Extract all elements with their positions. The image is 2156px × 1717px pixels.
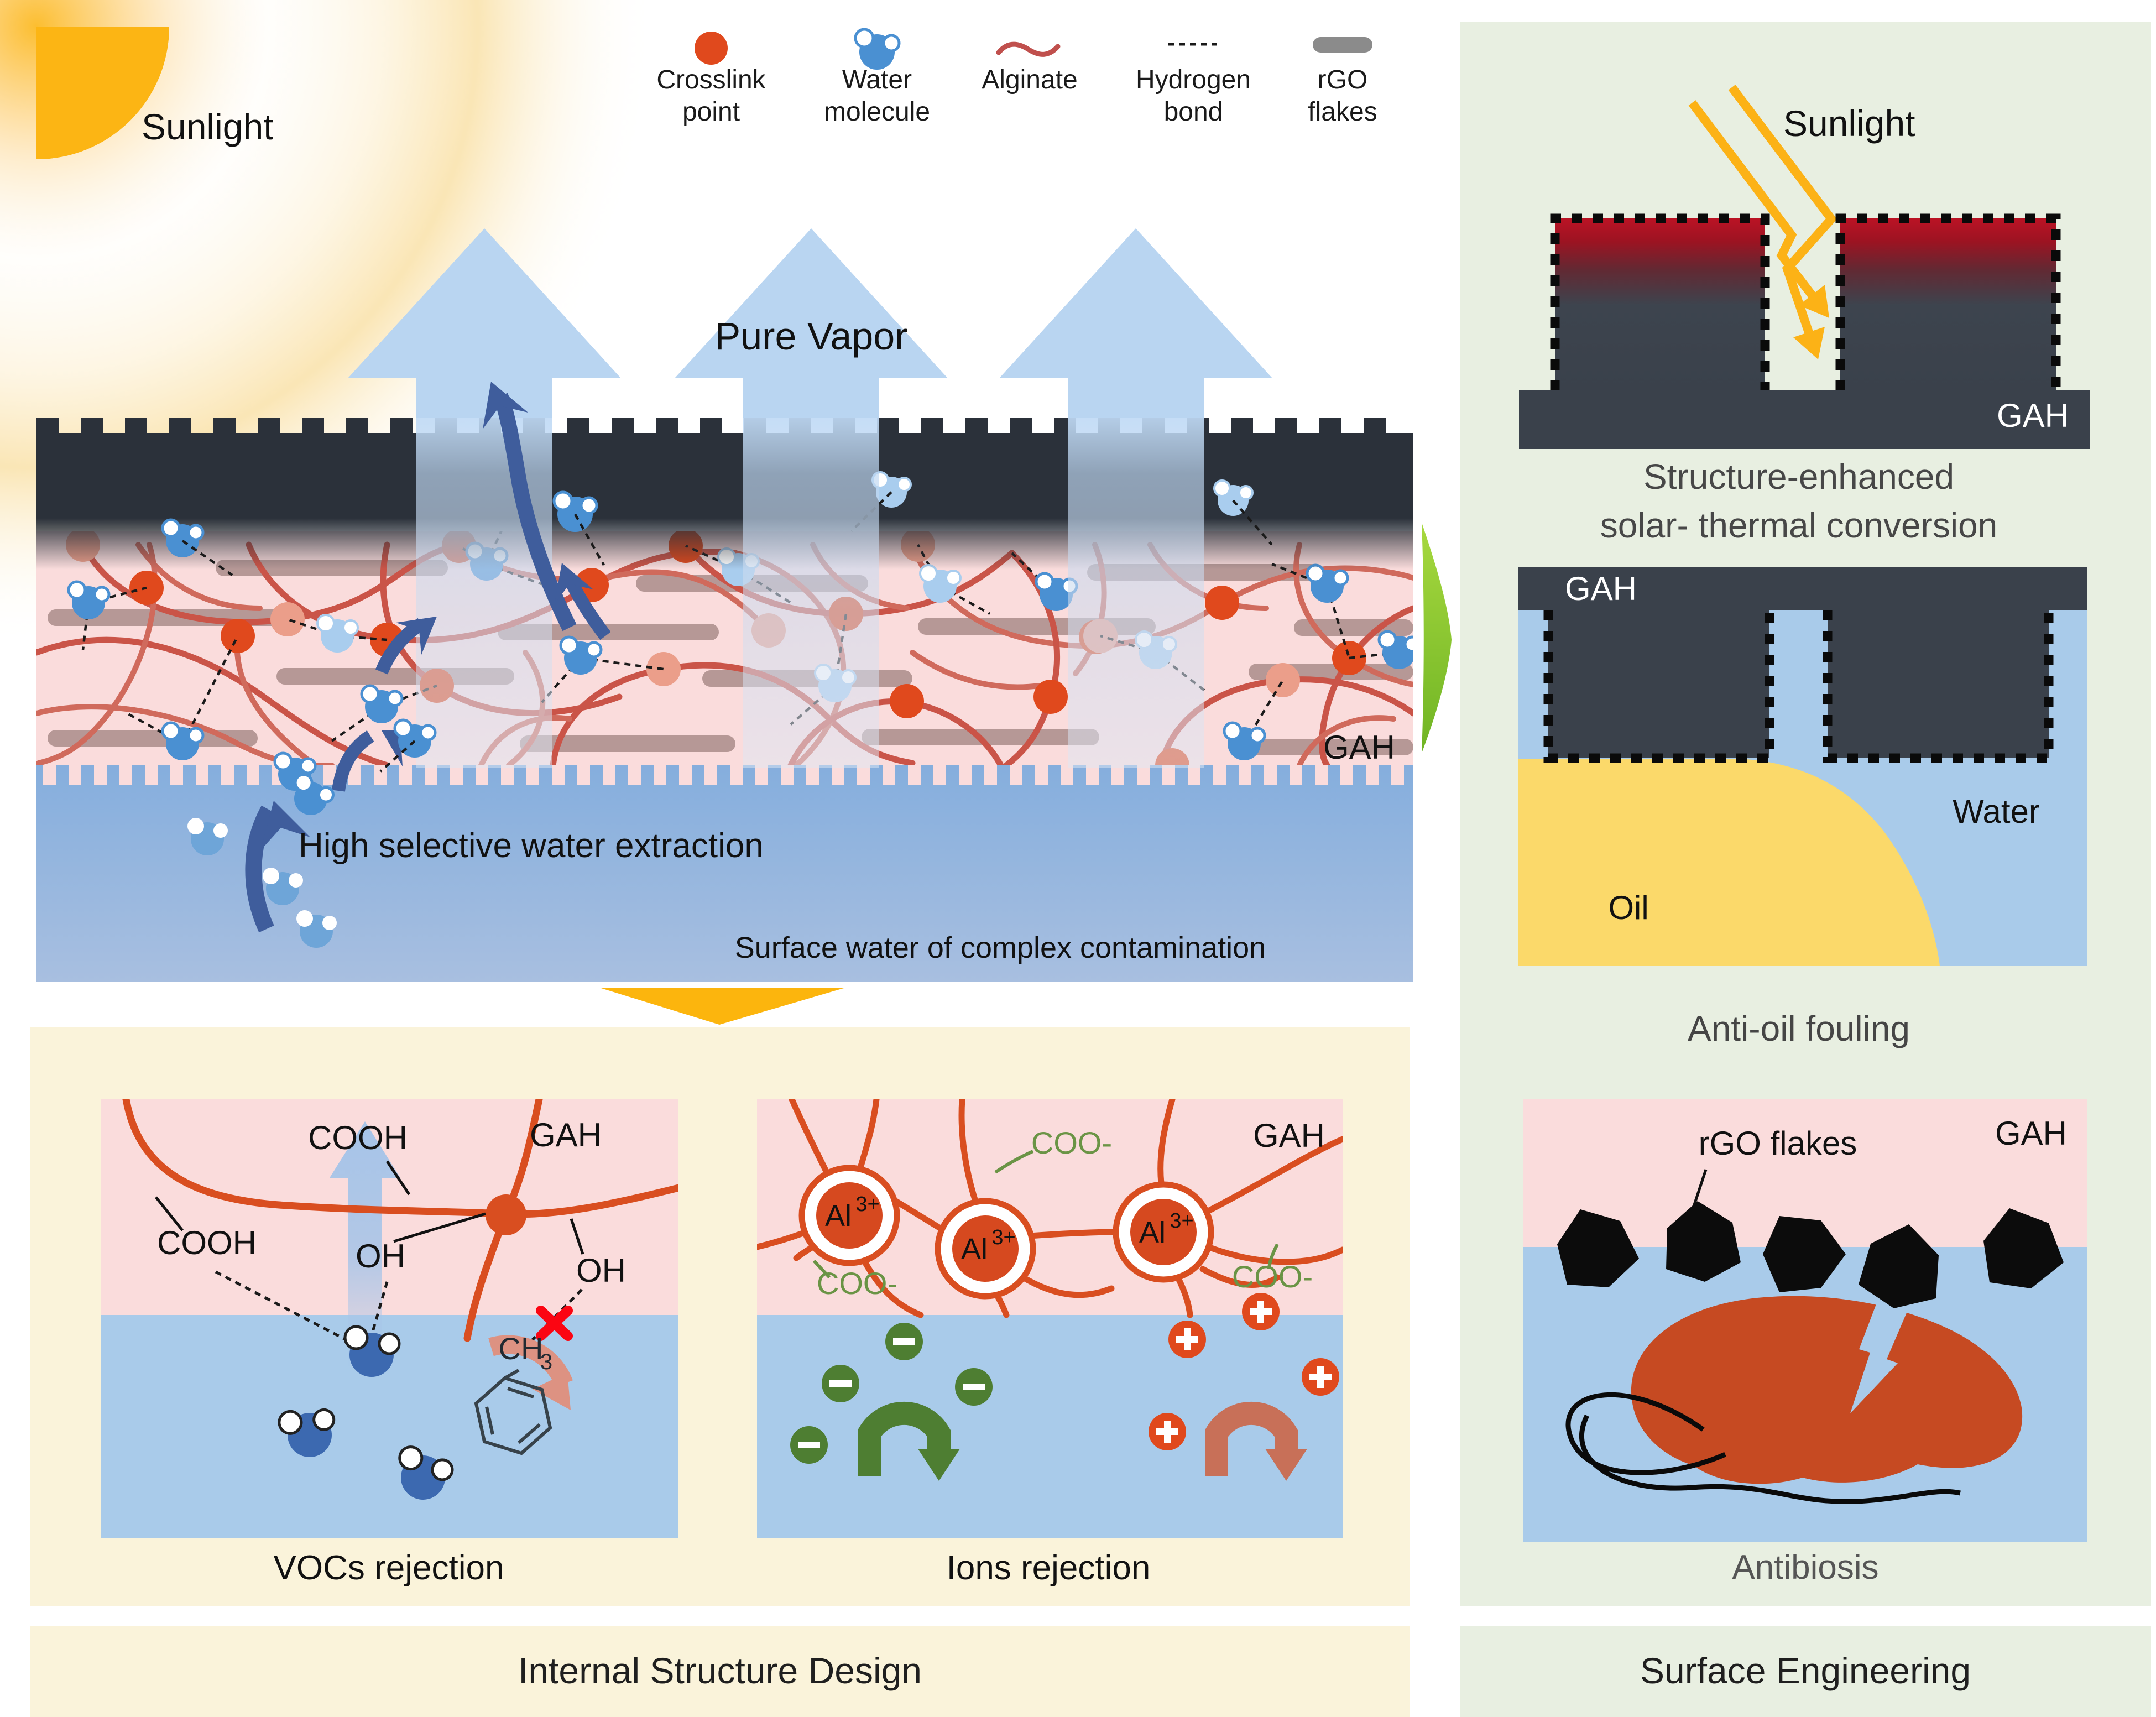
svg-text:3+: 3+ (991, 1226, 1015, 1249)
svg-text:point: point (682, 97, 740, 127)
svg-text:solar- thermal conversion: solar- thermal conversion (1600, 505, 1998, 545)
svg-text:COO-: COO- (1031, 1125, 1112, 1160)
svg-text:COO-: COO- (817, 1266, 897, 1301)
svg-text:rGO flakes: rGO flakes (1699, 1125, 1857, 1162)
svg-text:Sunlight: Sunlight (142, 106, 274, 147)
svg-text:Water: Water (842, 65, 912, 95)
svg-text:3: 3 (540, 1350, 552, 1374)
svg-text:3+: 3+ (1170, 1209, 1193, 1233)
svg-text:Hydrogen: Hydrogen (1136, 65, 1251, 95)
svg-text:GAH: GAH (1565, 570, 1637, 607)
svg-text:Al: Al (1139, 1216, 1166, 1249)
svg-text:COO-: COO- (1232, 1259, 1313, 1294)
svg-text:Al: Al (961, 1233, 988, 1266)
svg-text:Al: Al (825, 1199, 852, 1233)
svg-text:flakes: flakes (1308, 97, 1377, 127)
svg-text:Crosslink: Crosslink (656, 65, 766, 95)
svg-text:High selective water extractio: High selective water extraction (299, 827, 764, 865)
svg-text:GAH: GAH (1995, 1115, 2067, 1152)
svg-text:rGO: rGO (1318, 65, 1368, 95)
svg-text:Antibiosis: Antibiosis (1732, 1548, 1878, 1586)
svg-text:Alginate: Alginate (982, 65, 1077, 95)
svg-text:CH: CH (499, 1331, 544, 1366)
svg-text:GAH: GAH (1997, 397, 2069, 434)
svg-text:Anti-oil fouling: Anti-oil fouling (1688, 1009, 1910, 1048)
svg-text:OH: OH (356, 1238, 405, 1275)
svg-text:GAH: GAH (530, 1116, 602, 1154)
svg-text:GAH: GAH (1323, 729, 1395, 766)
svg-text:Oil: Oil (1608, 889, 1648, 926)
svg-text:Surface water of complex conta: Surface water of complex contamination (735, 931, 1266, 964)
svg-text:COOH: COOH (157, 1224, 257, 1261)
svg-text:Sunlight: Sunlight (1783, 103, 1915, 144)
svg-text:bond: bond (1164, 97, 1223, 127)
svg-text:3+: 3+ (855, 1193, 879, 1216)
svg-text:COOH: COOH (308, 1119, 408, 1156)
svg-text:molecule: molecule (824, 97, 930, 127)
svg-text:Surface Engineering: Surface Engineering (1640, 1650, 1971, 1691)
svg-text:Internal Structure Design: Internal Structure Design (518, 1650, 922, 1691)
svg-text:Structure-enhanced: Structure-enhanced (1643, 457, 1954, 497)
svg-text:Ions rejection: Ions rejection (947, 1549, 1151, 1587)
svg-text:VOCs rejection: VOCs rejection (274, 1549, 504, 1587)
svg-text:Water: Water (1953, 793, 2040, 830)
svg-text:OH: OH (576, 1252, 626, 1289)
svg-text:GAH: GAH (1253, 1117, 1325, 1154)
svg-text:Pure Vapor: Pure Vapor (715, 315, 908, 358)
